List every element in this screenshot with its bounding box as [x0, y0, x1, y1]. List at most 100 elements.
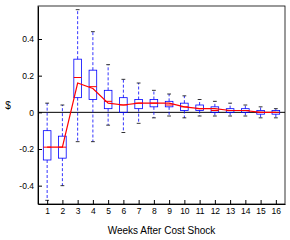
x-tick: 16: [272, 200, 282, 216]
upper-cap: [152, 90, 156, 91]
y-axis: -0.4 -0.2 0 0.2 0.4: [19, 7, 42, 205]
lower-cap: [60, 185, 64, 186]
x-tick: 8: [152, 200, 157, 216]
lower-whisker: [230, 112, 231, 116]
lower-whisker: [62, 158, 63, 186]
lower-cap: [243, 116, 247, 117]
upper-whisker: [199, 100, 200, 106]
upper-whisker: [108, 65, 109, 91]
x-tick-label: 16: [272, 206, 282, 216]
y-tick-label: 0.2: [22, 71, 34, 81]
upper-cap: [106, 64, 110, 65]
upper-cap: [76, 9, 80, 10]
x-tick-mark: [139, 200, 140, 204]
x-tick-label: 1: [45, 206, 50, 216]
upper-whisker: [92, 32, 93, 71]
plot-frame: [38, 6, 285, 204]
lower-cap: [91, 141, 95, 142]
lower-cap: [213, 116, 217, 117]
lower-whisker: [169, 107, 170, 116]
x-tick-label: 9: [167, 206, 172, 216]
box: [150, 90, 158, 118]
box-body: [43, 131, 51, 160]
x-tick: 14: [241, 200, 251, 216]
y-tick-mark: [38, 186, 42, 187]
x-tick-label: 6: [122, 206, 127, 216]
x-tick: 4: [91, 200, 96, 216]
upper-whisker: [138, 83, 139, 100]
box-body: [104, 90, 112, 108]
box: [165, 94, 173, 116]
x-tick: 7: [137, 200, 142, 216]
lower-cap: [274, 117, 278, 118]
y-tick: -0.2: [19, 144, 42, 154]
mean-line: [47, 83, 276, 147]
x-tick-label: 11: [196, 206, 205, 216]
lower-cap: [167, 116, 171, 117]
x-tick: 2: [61, 200, 66, 216]
lower-cap: [76, 141, 80, 142]
upper-whisker: [184, 96, 185, 103]
y-tick-label: 0.4: [22, 34, 34, 44]
upper-cap: [228, 103, 232, 104]
x-tick-label: 15: [256, 206, 266, 216]
chart: 12345678910111213141516-0.4-0.200.20.4We…: [0, 0, 290, 240]
lower-whisker: [92, 100, 93, 142]
upper-whisker: [62, 105, 63, 136]
x-tick-label: 13: [226, 206, 236, 216]
upper-whisker: [123, 79, 124, 97]
x-tick-label: 7: [137, 206, 142, 216]
box: [272, 109, 280, 118]
x-tick-mark: [169, 200, 170, 204]
lower-cap: [137, 123, 141, 124]
box: [74, 10, 82, 142]
marks: [38, 10, 285, 201]
x-axis-line: [39, 204, 286, 205]
x-tick-mark: [62, 200, 63, 204]
x-tick-mark: [215, 200, 216, 204]
lower-whisker: [260, 114, 261, 118]
upper-cap: [121, 79, 125, 80]
x-tick-label: 8: [152, 206, 157, 216]
lower-cap: [152, 117, 156, 118]
upper-whisker: [260, 107, 261, 111]
x-tick-label: 5: [106, 206, 111, 216]
lower-cap: [228, 116, 232, 117]
y-tick-label: 0: [29, 108, 34, 118]
y-tick-mark: [38, 76, 42, 77]
lower-whisker: [275, 114, 276, 118]
lower-cap: [182, 117, 186, 118]
x-tick-mark: [245, 200, 246, 204]
upper-cap: [91, 31, 95, 32]
x-tick-label: 12: [211, 206, 221, 216]
x-tick: 1: [45, 200, 50, 216]
x-axis: 12345678910111213141516: [39, 200, 286, 216]
upper-whisker: [214, 101, 215, 107]
upper-cap: [274, 108, 278, 109]
x-tick-mark: [154, 200, 155, 204]
y-tick: -0.4: [19, 181, 42, 191]
box-median: [211, 110, 219, 111]
x-tick: 9: [167, 200, 172, 216]
lower-whisker: [184, 111, 185, 118]
lower-whisker: [47, 160, 48, 200]
x-tick-mark: [276, 200, 277, 204]
y-axis-title: $: [5, 100, 11, 111]
y-axis-line: [38, 7, 39, 205]
x-tick-label: 4: [91, 206, 96, 216]
plot-area: 12345678910111213141516-0.4-0.200.20.4: [19, 6, 285, 216]
upper-whisker: [77, 10, 78, 60]
x-axis-title: Weeks After Cost Shock: [108, 225, 217, 236]
lower-whisker: [214, 112, 215, 116]
upper-cap: [243, 105, 247, 106]
x-tick-label: 3: [76, 206, 81, 216]
lower-whisker: [108, 109, 109, 126]
upper-cap: [182, 95, 186, 96]
upper-whisker: [153, 90, 154, 99]
lower-whisker: [245, 112, 246, 116]
lower-whisker: [138, 109, 139, 124]
upper-cap: [137, 83, 141, 84]
lower-whisker: [199, 111, 200, 117]
y-tick-label: -0.2: [19, 144, 34, 154]
x-tick-mark: [123, 200, 124, 204]
